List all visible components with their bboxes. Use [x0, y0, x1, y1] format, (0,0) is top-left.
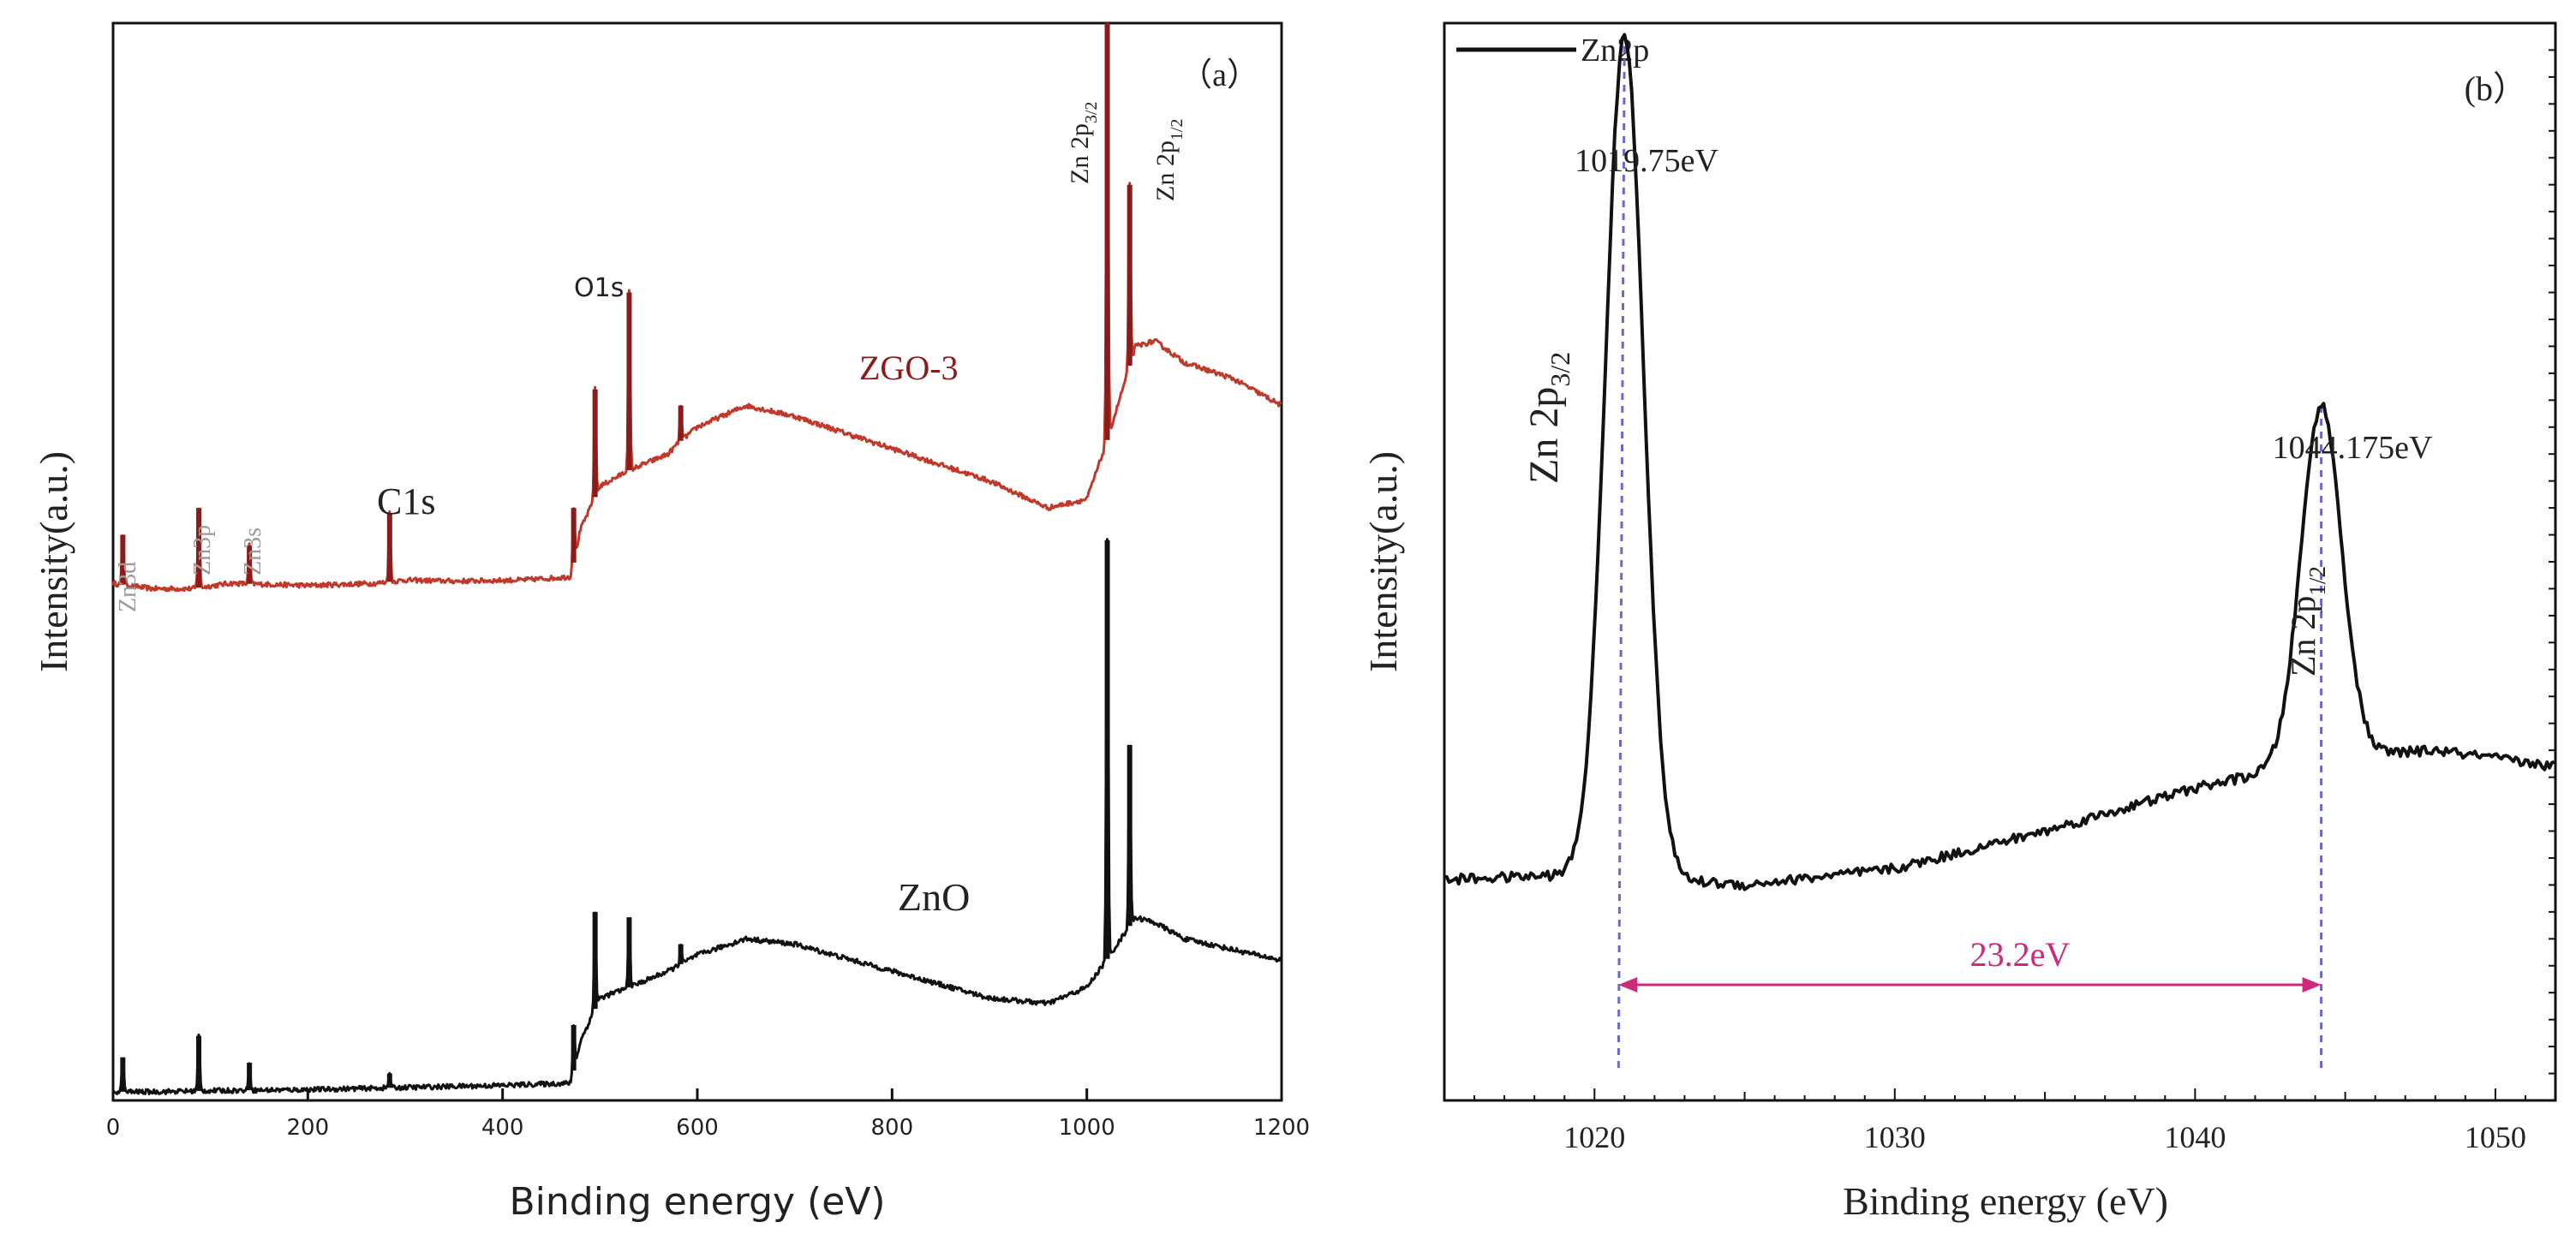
panel-b-series-line-zn2p	[1444, 33, 2555, 891]
annotation-zn2p32-b-main: Zn 2p	[1521, 387, 1567, 484]
annotation-zno-label: ZnO	[898, 875, 970, 919]
panel-a-x-tick-label: 600	[676, 1115, 719, 1141]
annotation-zn2p12-a-main: Zn 2p	[1151, 140, 1180, 201]
panel-b-peak-marker	[1617, 36, 1626, 1069]
annotation-zn3p: Zn3p	[189, 525, 216, 575]
annotation-separation: 23.2eV	[1970, 935, 2071, 974]
annotation-zn2p12-a-sub: 1/2	[1168, 119, 1186, 141]
panel-b-y-axis-label: Intensity(a.u.)	[1361, 451, 1405, 672]
annotation-zn2p32-a-sub: 3/2	[1082, 102, 1101, 124]
annotation-zn3d: Zn3d	[115, 562, 141, 612]
annotation-zn2p12-b: Zn 2p1/2	[2284, 566, 2330, 677]
panel-b-series-group	[1444, 33, 2555, 891]
annotation-o1s: O1s	[574, 273, 624, 303]
annotation-zn2p12-a: Zn 2p1/2	[1151, 119, 1186, 201]
panel-b-x-tick-label: 1040	[2164, 1120, 2226, 1154]
panel-b-x-tick-label: 1030	[1864, 1120, 1926, 1154]
annotation-zn2p32-a: Zn 2p3/2	[1066, 102, 1101, 184]
annotation-peak1-energy: 1019.75eV	[1575, 143, 1718, 179]
annotation-zn2p12-b-sub: 1/2	[2304, 566, 2330, 596]
panel-a-x-tick-label: 1200	[1253, 1115, 1310, 1141]
annotation-zgo3-label: ZGO-3	[859, 349, 959, 387]
annotation-c1s: C1s	[377, 480, 435, 522]
annotation-zn2p12-b-main: Zn 2p	[2284, 596, 2322, 677]
panel-a-x-tick-label: 0	[106, 1115, 121, 1141]
panel-a-series-line-zno	[111, 538, 1283, 1096]
annotation-zn2p32-b: Zn 2p3/2	[1521, 352, 1575, 484]
panel-b-arrowhead-right	[2302, 977, 2322, 993]
panel-b-arrowhead-left	[1618, 977, 1638, 993]
panel-a-y-axis-label: Intensity(a.u.)	[32, 451, 75, 672]
annotation-zn3s: Zn3s	[240, 528, 266, 575]
panel-a-series-group	[111, 22, 1283, 1096]
panel-a-x-ticks: 0 200 400 600 800 1000 1200	[106, 1088, 1310, 1141]
panel-b-x-tick-label: 1050	[2465, 1120, 2526, 1154]
annotation-peak2-energy: 1044.175eV	[2273, 430, 2433, 466]
annotation-zn2p32-a-main: Zn 2p	[1066, 123, 1094, 184]
panel-a-label: （a）	[1180, 57, 1259, 93]
panel-a-x-tick-label: 200	[287, 1115, 330, 1141]
panel-a-x-axis-label: Binding energy (eV)	[509, 1180, 885, 1224]
panel-a-x-tick-label: 1000	[1059, 1115, 1115, 1141]
legend: Zn2p	[1456, 33, 1649, 69]
panel-a-series-line-zgo-3	[111, 22, 1282, 593]
legend-label-zn2p: Zn2p	[1581, 33, 1649, 69]
panel-b-x-axis-label: Binding energy (eV)	[1843, 1179, 2168, 1223]
panel-b-x-ticks: 1020 1030 1040 1050	[1443, 49, 2556, 1154]
panel-a-x-tick-label: 400	[481, 1115, 524, 1141]
annotation-zn2p32-b-sub: 3/2	[1545, 352, 1575, 387]
panel-b-zn2p-spectrum: 1020 1030 1040 1050 Zn2p (b） Binding energy…	[1361, 21, 2557, 1223]
panel-a-x-tick-label: 800	[871, 1115, 914, 1141]
panel-b-x-tick-label: 1020	[1563, 1120, 1625, 1154]
panel-b-markers	[1617, 36, 2323, 1069]
panel-b-label: (b）	[2465, 69, 2527, 108]
panel-a-survey-spectrum: 0 200 400 600 800 1000 1200 （a） Binding energy…	[32, 21, 1310, 1224]
